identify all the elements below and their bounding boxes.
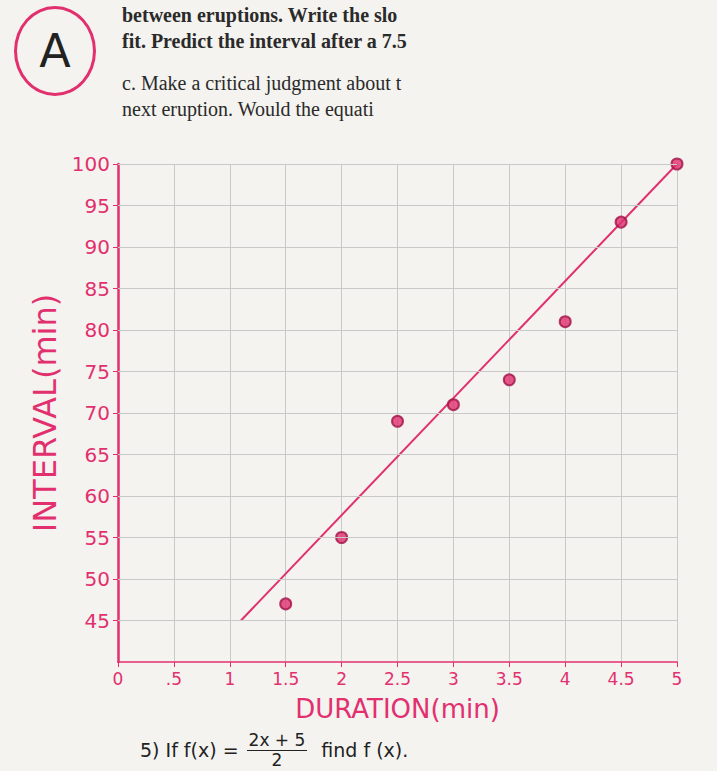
- html-text:A: A: [39, 24, 71, 78]
- html-text:next eruption. Would the equat: next eruption. Would the equati: [122, 98, 374, 120]
- svg-text:INTERVAL(min): INTERVAL(min): [26, 294, 64, 533]
- svg-text:55: 55: [85, 526, 110, 550]
- svg-text:95: 95: [85, 194, 110, 218]
- svg-text:50: 50: [85, 567, 110, 591]
- svg-text:4: 4: [560, 669, 571, 689]
- svg-text:0: 0: [113, 669, 124, 689]
- svg-text:75: 75: [85, 360, 110, 384]
- svg-text:1.5: 1.5: [272, 669, 299, 689]
- html-text:between eruptions. Write the s: between eruptions. Write the slo: [122, 4, 398, 26]
- html-text:2x + 5: 2x + 5: [248, 729, 306, 750]
- svg-text:1: 1: [224, 669, 235, 689]
- html-text:find f (x).: find f (x).: [321, 739, 409, 761]
- html-text:fit. Predict the interval afte: fit. Predict the interval after a 7.5: [122, 30, 407, 52]
- html-text:5) If f(x) =: 5) If f(x) =: [140, 739, 239, 761]
- svg-text:DURATION(min): DURATION(min): [295, 694, 500, 724]
- svg-text:.5: .5: [166, 669, 182, 689]
- svg-text:80: 80: [85, 318, 110, 342]
- html-text:c. Make a critical judgment ab: c. Make a critical judgment about t: [122, 72, 402, 94]
- svg-text:100: 100: [72, 152, 110, 176]
- html-text:2: 2: [271, 749, 283, 770]
- svg-text:90: 90: [85, 235, 110, 259]
- svg-text:70: 70: [85, 401, 110, 425]
- svg-text:4.5: 4.5: [608, 669, 635, 689]
- svg-text:65: 65: [85, 443, 110, 467]
- svg-text:60: 60: [85, 484, 110, 508]
- svg-text:85: 85: [85, 277, 110, 301]
- svg-text:2: 2: [336, 669, 347, 689]
- svg-text:3.5: 3.5: [496, 669, 523, 689]
- svg-text:2.5: 2.5: [384, 669, 411, 689]
- svg-text:45: 45: [85, 609, 110, 633]
- svg-text:3: 3: [448, 669, 459, 689]
- svg-text:5: 5: [672, 669, 683, 689]
